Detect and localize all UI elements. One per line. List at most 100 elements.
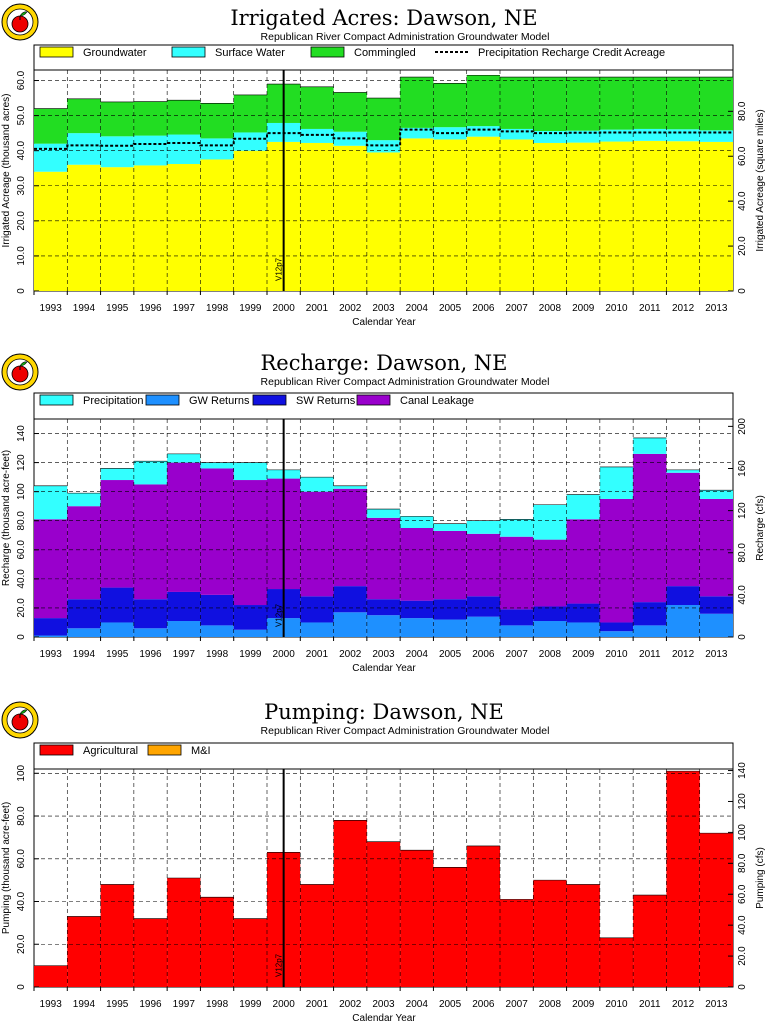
bar-2007-canal-leakage (500, 536, 534, 610)
bar-2004-groundwater (400, 138, 434, 291)
bar-1995-canal-leakage (100, 480, 134, 588)
bar-1996-precipitation (133, 461, 168, 485)
bar-1996-gw-returns (133, 628, 168, 637)
bar-2011-commingled (633, 77, 667, 129)
bar-2005-commingled (433, 83, 467, 128)
bar-2008-canal-leakage (533, 539, 567, 607)
y-axis-left: 0 20.0 40.0 60.0 80.0 100 120 140 Recharge (thou… (1, 425, 39, 640)
bar-2001-canal-leakage (300, 491, 334, 597)
x-tick-label: 1998 (206, 303, 229, 314)
bar-2012-groundwater (666, 141, 700, 291)
bar-2003-groundwater (366, 152, 401, 291)
bar-2004-precipitation (400, 516, 434, 528)
bar-1998-commingled (200, 103, 234, 139)
bar-1996-sw-returns (133, 599, 168, 629)
legend-swatch-sw_returns (252, 394, 287, 406)
legend-label-canal_leakage: Canal Leakage (400, 395, 474, 407)
bar-1998-surface-water (200, 138, 234, 160)
bar-2005-precipitation (433, 523, 467, 531)
bar-2002-canal-leakage (333, 488, 367, 587)
bar-2008-sw-returns (533, 606, 567, 622)
x-tick-label: 2004 (406, 303, 429, 314)
x-tick-label: 2009 (572, 999, 595, 1010)
bar-2009-agricultural (566, 884, 600, 987)
y-right-tick-label: 80.0 (737, 101, 748, 121)
x-tick-label: 1994 (73, 999, 96, 1010)
bar-2010-commingled (599, 77, 634, 130)
bar-2010-agricultural (599, 937, 634, 987)
x-tick-label: 2002 (339, 999, 362, 1010)
y-right-tick-label: 120 (737, 793, 748, 810)
bar-2013-sw-returns (699, 596, 733, 614)
y-axis-right: 0 20.0 40.0 60.0 80.0 Irrigated Acreage (squa… (728, 101, 766, 294)
legend-label-mi: M&I (191, 745, 211, 757)
bar-1995-precipitation (100, 468, 134, 481)
y-tick-label: 50.0 (16, 105, 27, 125)
y-tick-label: 20.0 (16, 934, 27, 954)
x-axis: 1993 1994 1995 1996 1997 1998 1999 2000 2001 2002… (33, 291, 728, 328)
bar-1994-sw-returns (67, 599, 101, 629)
bar-2012-gw-returns (666, 605, 700, 637)
x-tick-label: 2001 (306, 649, 329, 660)
x-tick-label: 2012 (672, 303, 695, 314)
legend-label-agricultural: Agricultural (83, 745, 138, 757)
y-right-tick-label: 40.0 (737, 585, 748, 605)
bar-2003-canal-leakage (366, 517, 401, 600)
y-tick-label: 120 (16, 454, 27, 471)
legend-label-sw_returns: SW Returns (296, 395, 356, 407)
bar-1998-canal-leakage (200, 468, 234, 595)
bar-2006-commingled (466, 75, 500, 127)
bar-2009-precipitation (566, 494, 600, 520)
y-right-tick-label: 60.0 (737, 146, 748, 166)
chart-subtitle: Republican River Compact Administration … (261, 376, 550, 388)
bar-2006-groundwater (466, 136, 500, 291)
bar-1994-precipitation (67, 493, 101, 507)
x-axis: 1993 1994 1995 1996 1997 1998 1999 2000 2001 2002… (33, 637, 728, 674)
x-tick-label: 1996 (139, 303, 162, 314)
y-tick-label: 10.0 (16, 246, 27, 266)
x-tick-label: 2002 (339, 303, 362, 314)
bar-1995-sw-returns (100, 587, 134, 623)
bar-1998-gw-returns (200, 625, 234, 637)
legend-label-groundwater: Groundwater (83, 47, 147, 59)
bar-2012-commingled (666, 77, 700, 130)
bar-2006-agricultural (466, 845, 500, 987)
bar-2003-commingled (366, 98, 401, 141)
bar-2013-surface-water (699, 130, 733, 142)
bar-2008-groundwater (533, 142, 567, 291)
apple-seal-icon (1, 3, 39, 41)
bar-2007-gw-returns (500, 625, 534, 637)
y-axis-right-label: Pumping (cfs) (755, 847, 766, 909)
bar-1999-precipitation (233, 462, 267, 481)
bar-1999-sw-returns (233, 605, 267, 630)
x-tick-label: 2010 (605, 649, 628, 660)
bar-1994-gw-returns (67, 628, 101, 637)
grid (34, 769, 733, 987)
bar-2009-surface-water (566, 130, 600, 143)
bar-2001-precipitation (300, 477, 334, 492)
y-tick-label: 20.0 (16, 211, 27, 231)
y-right-tick-label: 60.0 (737, 884, 748, 904)
x-tick-label: 2011 (639, 999, 661, 1010)
bar-2003-agricultural (366, 841, 401, 987)
x-tick-label: 1994 (73, 649, 96, 660)
x-tick-label: 2000 (273, 999, 296, 1010)
y-tick-label: 0 (16, 634, 27, 640)
y-right-tick-label: 80.0 (737, 543, 748, 563)
y-tick-label: 80.0 (16, 511, 27, 531)
x-tick-label: 2003 (372, 303, 395, 314)
bar-2006-canal-leakage (466, 533, 500, 597)
y-right-tick-label: 140 (737, 762, 748, 779)
bar-2013-canal-leakage (699, 498, 733, 597)
legend: Precipitation GW Returns SW Returns Canal L… (39, 394, 474, 407)
x-tick-label: 2006 (472, 649, 495, 660)
chart-title: Irrigated Acres: Dawson, NE (230, 6, 537, 30)
y-tick-label: 100 (16, 764, 27, 781)
bar-1993-canal-leakage (34, 519, 68, 619)
y-tick-label: 30.0 (16, 176, 27, 196)
x-tick-label: 2013 (705, 303, 728, 314)
x-tick-label: 1996 (139, 649, 162, 660)
bar-1993-surface-water (34, 143, 68, 172)
x-tick-label: 1995 (106, 999, 129, 1010)
